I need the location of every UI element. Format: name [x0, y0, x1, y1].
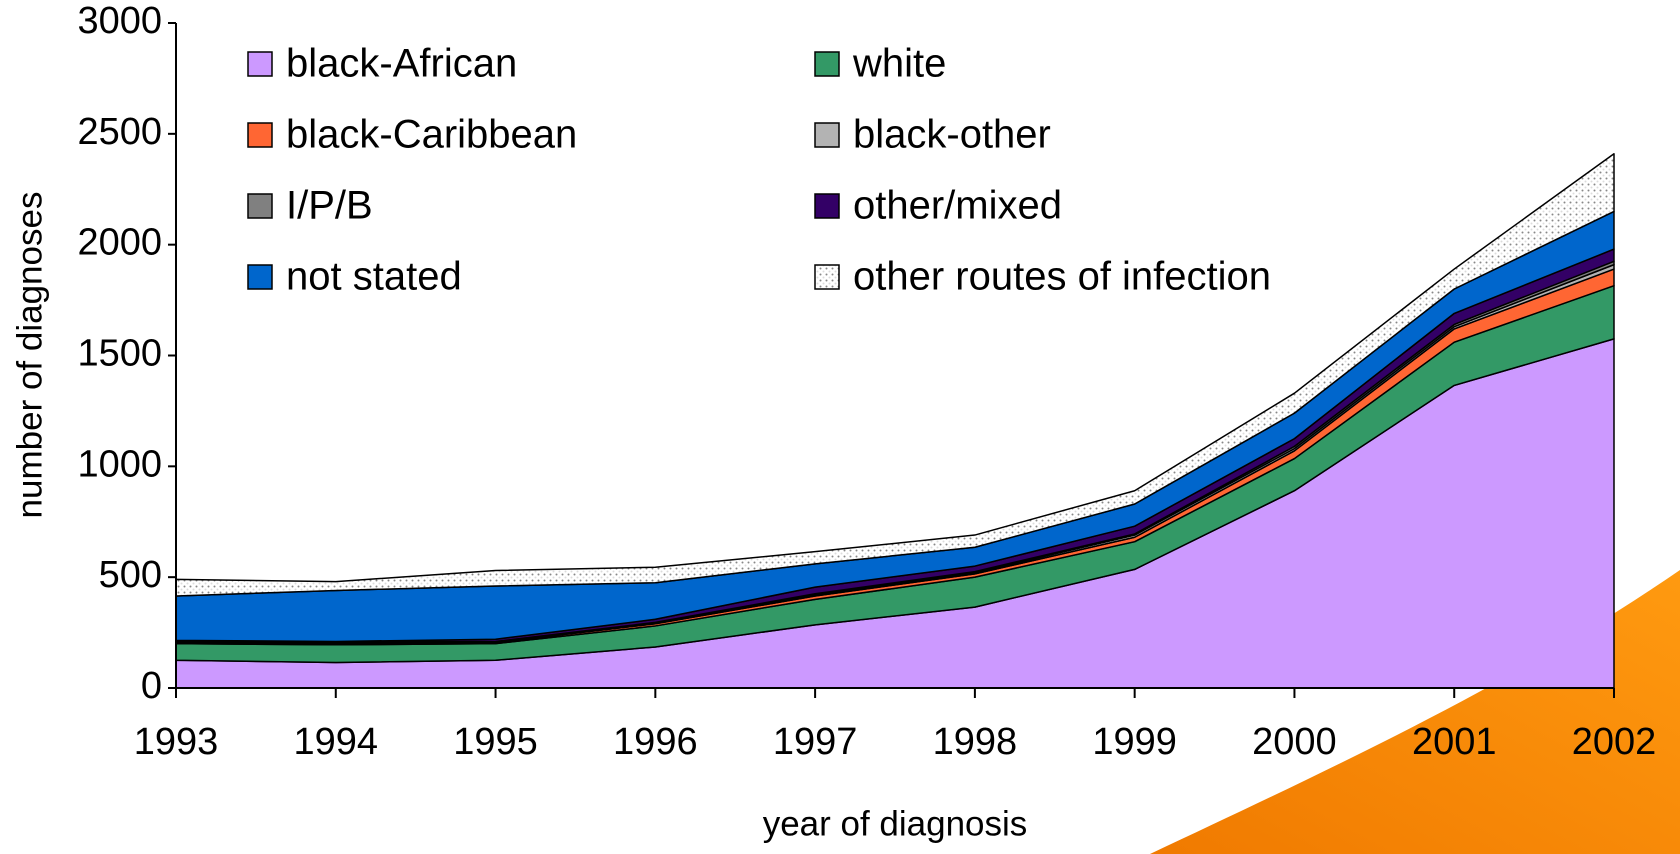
legend-swatch: [248, 52, 272, 76]
y-axis-title: number of diagnoses: [10, 192, 49, 519]
legend-label: black-Caribbean: [286, 113, 577, 157]
y-tick-label: 0: [141, 665, 162, 707]
y-tick-label: 2500: [77, 111, 162, 153]
legend-swatch: [815, 265, 839, 289]
x-tick-label: 2001: [1412, 721, 1497, 763]
x-tick-label: 1999: [1092, 721, 1177, 763]
legend-label: black-other: [853, 113, 1051, 157]
y-tick-label: 1500: [77, 333, 162, 375]
x-axis-title: year of diagnosis: [763, 804, 1028, 843]
legend-swatch: [815, 194, 839, 218]
x-tick-label: 1997: [773, 721, 858, 763]
y-tick-label: 3000: [77, 0, 162, 42]
legend-label: black-African: [286, 42, 517, 86]
y-tick-label: 1000: [77, 443, 162, 485]
legend-swatch: [248, 123, 272, 147]
page: {"chart_data": { "type": "stacked-area",…: [0, 0, 1680, 854]
y-tick-label: 500: [99, 554, 162, 596]
legend-label: not stated: [286, 255, 462, 299]
y-tick-label: 2000: [77, 222, 162, 264]
x-tick-label: 1994: [294, 721, 379, 763]
x-tick-label: 1993: [134, 721, 219, 763]
legend-swatch: [248, 194, 272, 218]
x-tick-label: 2002: [1572, 721, 1657, 763]
x-tick-label: 2000: [1252, 721, 1337, 763]
x-tick-label: 1996: [613, 721, 698, 763]
legend-swatch: [248, 265, 272, 289]
x-tick-label: 1995: [453, 721, 538, 763]
legend-swatch: [815, 52, 839, 76]
legend-label: other/mixed: [853, 184, 1062, 228]
chart: 0 500 1000 1500 2000 2500 3000 1993 1994 1995 1996…: [0, 0, 1680, 854]
legend-label: other routes of infection: [853, 255, 1271, 299]
x-tick-label: 1998: [933, 721, 1018, 763]
legend-swatch: [815, 123, 839, 147]
legend-label: I/P/B: [286, 184, 373, 228]
legend-label: white: [852, 42, 946, 86]
